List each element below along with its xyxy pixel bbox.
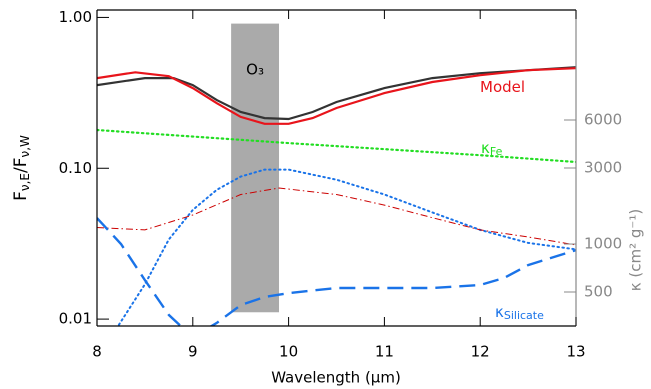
y2-tick-label: 6000 — [584, 111, 622, 129]
x-tick-label: 12 — [471, 343, 490, 361]
series-label-main: κ — [481, 139, 490, 157]
series-line — [97, 66, 576, 121]
x-tick-label: 9 — [188, 343, 198, 361]
y2-axis-label: κ (cm² g⁻¹) — [627, 209, 645, 291]
y2-tick-label: 3000 — [584, 158, 622, 176]
x-axis-label: Wavelength (μm) — [271, 369, 401, 387]
series-label-main: Model — [480, 78, 525, 96]
series-line — [97, 128, 576, 164]
x-tick-label: 11 — [375, 343, 394, 361]
x-tick-label: 13 — [566, 343, 585, 361]
y-tick-label: 0.01 — [59, 310, 92, 328]
series-line — [97, 217, 576, 326]
series-label: Model — [480, 78, 525, 96]
y2-tick-label: 500 — [584, 283, 613, 301]
x-tick-label: 10 — [279, 343, 298, 361]
series-line — [116, 168, 576, 326]
y2-tick-label: 1000 — [584, 235, 622, 253]
y-tick-label: 1.00 — [59, 8, 92, 26]
y-axis-label-part: /F — [11, 157, 31, 173]
y-axis-label-part: F — [11, 191, 31, 201]
y-axis-label-part: ν,E — [18, 173, 32, 191]
series-group — [97, 66, 576, 326]
series-label: κSilicate — [495, 303, 544, 323]
band-label: O₃ — [246, 61, 264, 79]
y-axis-label-part: ν,W — [18, 135, 32, 158]
series-label-sub: Silicate — [504, 309, 544, 322]
y-axis-label: Fν,E/Fν,W — [11, 135, 32, 201]
y-tick-label: 0.10 — [59, 159, 92, 177]
series-label-sub: Fe — [490, 145, 503, 158]
x-tick-label: 8 — [92, 343, 102, 361]
series-line — [97, 187, 576, 246]
ozone-band — [231, 23, 280, 313]
series-label-main: κ — [495, 303, 504, 321]
series-label: κFe — [481, 139, 503, 159]
series-line — [97, 67, 576, 125]
